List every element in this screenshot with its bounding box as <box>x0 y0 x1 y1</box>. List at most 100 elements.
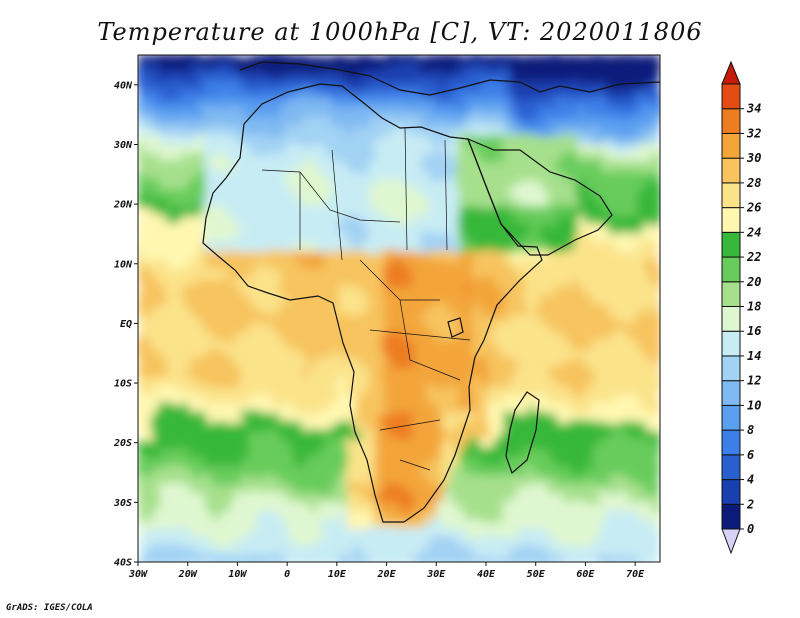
field-cell <box>376 117 385 128</box>
field-cell <box>517 161 527 173</box>
field-cell <box>562 126 572 137</box>
field-cell <box>562 439 572 450</box>
field-cell <box>622 152 631 164</box>
field-cell <box>271 394 281 405</box>
field-cell <box>599 215 609 226</box>
field-cell <box>413 457 423 468</box>
field-cell <box>584 546 594 557</box>
field-cell <box>592 519 602 530</box>
field-cell <box>138 117 147 128</box>
field-cell <box>577 296 587 307</box>
field-cell <box>212 260 221 271</box>
field-cell <box>316 483 326 495</box>
field-cell <box>584 99 594 110</box>
field-cell <box>517 99 527 110</box>
field-cell <box>405 331 415 343</box>
field-cell <box>652 528 660 539</box>
field-cell <box>540 224 549 235</box>
field-cell <box>174 421 184 432</box>
field-cell <box>592 108 602 119</box>
field-cell <box>361 135 370 146</box>
field-cell <box>599 457 609 468</box>
field-cell <box>338 126 348 137</box>
field-cell <box>219 331 229 343</box>
field-cell <box>584 519 594 530</box>
field-cell <box>637 242 646 253</box>
field-cell <box>159 358 169 369</box>
field-cell <box>428 430 437 441</box>
field-cell <box>584 55 594 65</box>
field-cell <box>614 430 624 441</box>
field-cell <box>443 376 452 387</box>
plot-frame <box>137 54 661 563</box>
field-cell <box>540 206 549 217</box>
field-cell <box>450 188 460 199</box>
field-cell <box>525 430 534 441</box>
field-cell <box>652 510 660 521</box>
field-cell <box>144 376 154 387</box>
field-cell <box>405 55 415 65</box>
field-cell <box>644 501 654 512</box>
field-cell <box>599 99 609 110</box>
field-cell <box>540 439 549 450</box>
field-cell <box>219 394 229 405</box>
field-cell <box>450 421 460 432</box>
field-cell <box>570 501 579 512</box>
field-cell <box>212 278 221 289</box>
field-cell <box>487 224 497 235</box>
field-cell <box>331 135 341 146</box>
field-cell <box>398 510 408 521</box>
field-cell <box>219 501 229 512</box>
field-cell <box>562 519 572 530</box>
colorbar-box <box>721 330 741 357</box>
field-cell <box>219 143 229 155</box>
field-cell <box>138 251 147 262</box>
field-cell <box>517 340 527 351</box>
field-cell <box>450 108 460 119</box>
field-cell <box>562 135 572 146</box>
field-cell <box>144 278 154 289</box>
field-cell <box>510 519 520 530</box>
field-cell <box>391 376 400 387</box>
field-cell <box>577 305 587 316</box>
field-cell <box>465 251 475 262</box>
field-cell <box>279 492 288 504</box>
field-cell <box>279 278 288 289</box>
field-cell <box>458 90 467 101</box>
field-cell <box>353 492 363 504</box>
field-cell <box>458 179 467 190</box>
field-cell <box>271 251 281 262</box>
field-cell <box>592 501 602 512</box>
field-cell <box>607 197 616 208</box>
field-cell <box>607 287 616 298</box>
field-cell <box>480 510 490 521</box>
field-cell <box>465 421 475 432</box>
field-cell <box>138 278 147 289</box>
field-cell <box>144 367 154 378</box>
field-cell <box>510 528 520 539</box>
field-cell <box>197 90 206 101</box>
field-cell <box>256 143 266 155</box>
field-cell <box>346 340 355 351</box>
field-cell <box>301 367 311 378</box>
field-cell <box>152 108 162 119</box>
field-cell <box>480 313 490 325</box>
field-cell <box>502 206 512 217</box>
field-cell <box>592 305 602 316</box>
field-cell <box>361 313 370 325</box>
field-cell <box>286 483 296 495</box>
field-cell <box>219 260 229 271</box>
field-cell <box>182 510 191 521</box>
field-cell <box>234 206 244 217</box>
field-cell <box>562 385 572 396</box>
field-cell <box>532 483 542 495</box>
field-cell <box>316 197 326 208</box>
field-cell <box>256 367 266 378</box>
field-cell <box>234 143 244 155</box>
field-cell <box>584 108 594 119</box>
field-cell <box>502 457 512 468</box>
field-cell <box>376 242 385 253</box>
field-cell <box>584 278 594 289</box>
field-cell <box>592 322 602 334</box>
field-cell <box>450 233 460 244</box>
